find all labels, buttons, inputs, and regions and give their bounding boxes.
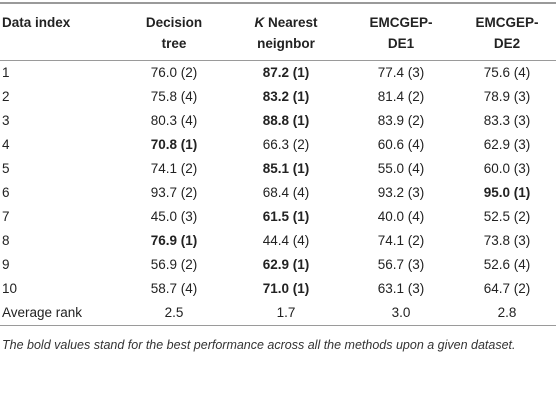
cell: 68.4 (4) (262, 185, 310, 200)
cell: 77.4 (3) (377, 65, 425, 80)
cell: 71.0 (1) (262, 281, 310, 296)
cell: 93.7 (2) (150, 185, 198, 200)
cell: 74.1 (2) (377, 233, 425, 248)
cell: 64.7 (2) (483, 281, 531, 296)
cell: 95.0 (1) (483, 185, 531, 200)
cell: 44.4 (4) (262, 233, 310, 248)
row-label: 4 (2, 137, 10, 152)
cell: 45.0 (3) (150, 209, 198, 224)
results-table: Data index Decision tree K Nearest neignbor E… (0, 2, 556, 326)
table-row: 4 70.8 (1) 66.3 (2) 60.6 (4) 62.9 (3) (0, 133, 556, 157)
header-cell: EMCGEP- DE1 (344, 2, 458, 61)
cell: 83.9 (2) (377, 113, 425, 128)
header-text: tree (161, 36, 187, 51)
cell: 75.6 (4) (483, 65, 531, 80)
table-row: 9 56.9 (2) 62.9 (1) 56.7 (3) 52.6 (4) (0, 253, 556, 277)
cell: 40.0 (4) (377, 209, 425, 224)
header-text: Nearest (267, 15, 318, 30)
cell: 61.5 (1) (262, 209, 310, 224)
cell: 63.1 (3) (377, 281, 425, 296)
header-row: Data index Decision tree K Nearest neignbor E… (0, 2, 556, 61)
row-label: 10 (2, 281, 18, 296)
cell: 60.0 (3) (483, 161, 531, 176)
cell: 78.9 (3) (483, 89, 531, 104)
cell: 80.3 (4) (150, 113, 198, 128)
row-label: 8 (2, 233, 10, 248)
cell: 74.1 (2) (150, 161, 198, 176)
cell: 52.6 (4) (483, 257, 531, 272)
table-row: 5 74.1 (2) 85.1 (1) 55.0 (4) 60.0 (3) (0, 157, 556, 181)
cell: 56.7 (3) (377, 257, 425, 272)
row-label: 3 (2, 113, 10, 128)
header-text: EMCGEP- (369, 15, 433, 30)
row-label: 7 (2, 209, 10, 224)
header-cell: K Nearest neignbor (228, 2, 344, 61)
header-cell: Decision tree (120, 2, 228, 61)
header-italic: K (254, 15, 265, 30)
cell: 76.9 (1) (150, 233, 198, 248)
cell: 58.7 (4) (150, 281, 198, 296)
cell: 83.3 (3) (483, 113, 531, 128)
row-label: 5 (2, 161, 10, 176)
row-label: 1 (2, 65, 10, 80)
row-label: 2 (2, 89, 10, 104)
table-body: 1 76.0 (2) 87.2 (1) 77.4 (3) 75.6 (4) 2 75.8 (… (0, 61, 556, 326)
cell: 62.9 (1) (262, 257, 310, 272)
table-row: Average rank 2.5 1.7 3.0 2.8 (0, 301, 556, 326)
header-text: neignbor (257, 36, 315, 51)
cell: 70.8 (1) (150, 137, 198, 152)
cell: 87.2 (1) (262, 65, 310, 80)
cell: 1.7 (228, 301, 344, 326)
table-row: 3 80.3 (4) 88.8 (1) 83.9 (2) 83.3 (3) (0, 109, 556, 133)
table-row: 10 58.7 (4) 71.0 (1) 63.1 (3) 64.7 (2) (0, 277, 556, 301)
cell: 60.6 (4) (377, 137, 425, 152)
cell: 2.8 (458, 301, 556, 326)
cell: 56.9 (2) (150, 257, 198, 272)
table-row: 7 45.0 (3) 61.5 (1) 40.0 (4) 52.5 (2) (0, 205, 556, 229)
cell: 83.2 (1) (262, 89, 310, 104)
cell: 73.8 (3) (483, 233, 531, 248)
header-text: DE1 (387, 36, 415, 51)
cell: 66.3 (2) (262, 137, 310, 152)
header-cell: EMCGEP- DE2 (458, 2, 556, 61)
cell: 55.0 (4) (377, 161, 425, 176)
cell: 76.0 (2) (150, 65, 198, 80)
header-text: Data index (2, 15, 71, 30)
row-label: 6 (2, 185, 10, 200)
cell: 85.1 (1) (262, 161, 310, 176)
row-label: 9 (2, 257, 10, 272)
header-text: DE2 (493, 36, 521, 51)
header-text: Decision (145, 15, 203, 30)
table-row: 8 76.9 (1) 44.4 (4) 74.1 (2) 73.8 (3) (0, 229, 556, 253)
header-text: EMCGEP- (475, 15, 539, 30)
cell: 88.8 (1) (262, 113, 310, 128)
cell: 3.0 (344, 301, 458, 326)
table-row: 2 75.8 (4) 83.2 (1) 81.4 (2) 78.9 (3) (0, 85, 556, 109)
row-label: Average rank (0, 301, 120, 326)
cell: 62.9 (3) (483, 137, 531, 152)
header-cell: Data index (0, 2, 120, 61)
table-row: 1 76.0 (2) 87.2 (1) 77.4 (3) 75.6 (4) (0, 61, 556, 86)
table-row: 6 93.7 (2) 68.4 (4) 93.2 (3) 95.0 (1) (0, 181, 556, 205)
cell: 52.5 (2) (483, 209, 531, 224)
cell: 75.8 (4) (150, 89, 198, 104)
footnote: The bold values stand for the best perfo… (2, 338, 516, 352)
cell: 2.5 (120, 301, 228, 326)
cell: 81.4 (2) (377, 89, 425, 104)
cell: 93.2 (3) (377, 185, 425, 200)
